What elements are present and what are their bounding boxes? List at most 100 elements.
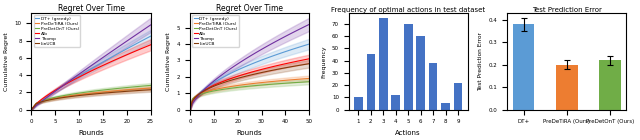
DT+ (greedy) [147,35,154,37]
LinUCB [109,92,116,93]
PreDeTiRA (Ours) [28,109,35,110]
PreDeTiRA (Ours) [265,81,273,83]
Alb [123,54,131,56]
Thomp [80,70,88,72]
DT+ (greedy) [109,56,116,58]
Thomp [104,53,111,55]
PreDetOnT (Ours) [272,83,280,85]
PreDeTiRA (Ours) [113,90,121,91]
Alb [212,83,220,85]
Y-axis label: Frequency: Frequency [321,45,326,78]
PreDeTiRA (Ours) [212,88,220,90]
LinUCB [66,96,74,98]
PreDetOnT (Ours) [90,90,97,92]
Alb [37,99,45,101]
Thomp [99,57,107,58]
PreDetOnT (Ours) [186,109,194,110]
LinUCB [47,99,54,101]
LinUCB [212,84,220,86]
Alb [128,52,136,54]
PreDetOnT (Ours) [109,88,116,90]
Thomp [186,109,194,110]
LinUCB [94,93,102,95]
Alb [51,89,59,91]
Bar [354,97,363,110]
PreDeTiRA (Ours) [99,91,107,93]
DT+ (greedy) [132,43,140,45]
LinUCB [80,94,88,96]
Thomp [113,47,121,48]
DT+ (greedy) [28,109,35,110]
PreDetOnT (Ours) [80,92,88,93]
DT+ (greedy) [186,109,194,110]
Bar [599,60,621,110]
Y-axis label: Cumulative Regret: Cumulative Regret [4,32,9,91]
Legend: DT+ (greedy), PreDeTiRA (Ours), PreDetOnT (Ours), Alb, Thomp, LinUCB: DT+ (greedy), PreDeTiRA (Ours), PreDetOn… [34,15,81,47]
LinUCB [76,95,83,96]
DT+ (greedy) [118,51,126,52]
PreDeTiRA (Ours) [272,80,280,82]
PreDetOnT (Ours) [70,93,78,95]
Thomp [42,97,49,99]
PreDetOnT (Ours) [225,88,232,89]
Thomp [47,94,54,96]
LinUCB [123,90,131,92]
PreDeTiRA (Ours) [42,100,49,101]
DT+ (greedy) [56,87,64,89]
PreDeTiRA (Ours) [147,87,154,89]
LinUCB [147,89,154,91]
LinUCB [265,70,273,72]
PreDetOnT (Ours) [128,86,136,88]
PreDeTiRA (Ours) [90,92,97,94]
PreDeTiRA (Ours) [51,97,59,99]
Bar [429,63,438,110]
PreDetOnT (Ours) [33,102,40,104]
DT+ (greedy) [90,67,97,68]
PreDetOnT (Ours) [56,95,64,97]
DT+ (greedy) [84,69,92,71]
Title: Test Prediction Error: Test Prediction Error [532,7,602,13]
Thomp [303,25,310,26]
Title: Frequency of optimal actions in test dataset: Frequency of optimal actions in test dat… [331,7,485,13]
PreDetOnT (Ours) [47,98,54,99]
Alb [305,58,313,60]
LinUCB [33,103,40,105]
Alb [104,62,111,64]
PreDetOnT (Ours) [94,90,102,91]
LinUCB [90,93,97,95]
Line: PreDeTiRA (Ours): PreDeTiRA (Ours) [190,78,309,110]
Line: Alb: Alb [190,59,309,110]
DT+ (greedy) [47,93,54,95]
DT+ (greedy) [142,38,150,39]
PreDetOnT (Ours) [84,91,92,93]
Thomp [212,78,220,80]
Alb [303,58,310,60]
PreDeTiRA (Ours) [56,96,64,98]
PreDetOnT (Ours) [42,99,49,101]
Line: DT+ (greedy): DT+ (greedy) [31,36,150,110]
Alb [80,74,88,75]
PreDeTiRA (Ours) [37,101,45,102]
PreDeTiRA (Ours) [132,88,140,90]
PreDetOnT (Ours) [212,90,220,91]
PreDetOnT (Ours) [104,89,111,90]
Bar [404,24,413,110]
PreDeTiRA (Ours) [70,94,78,96]
PreDetOnT (Ours) [113,88,121,89]
LinUCB [303,63,310,65]
X-axis label: Rounds: Rounds [78,130,104,136]
Alb [84,71,92,73]
PreDetOnT (Ours) [118,87,126,89]
Alb [272,65,280,67]
Thomp [51,90,59,92]
DT+ (greedy) [104,59,111,60]
PreDetOnT (Ours) [147,85,154,86]
DT+ (greedy) [113,53,121,55]
PreDetOnT (Ours) [142,85,150,87]
Alb [42,95,49,97]
Title: Regret Over Time: Regret Over Time [216,4,283,13]
Legend: DT+ (greedy), PreDeTiRA (Ours), PreDetOnT (Ours), Alb, Thomp, LinUCB: DT+ (greedy), PreDeTiRA (Ours), PreDetOn… [192,15,239,47]
Alb [47,92,54,94]
Alb [265,67,273,68]
PreDetOnT (Ours) [123,87,131,88]
